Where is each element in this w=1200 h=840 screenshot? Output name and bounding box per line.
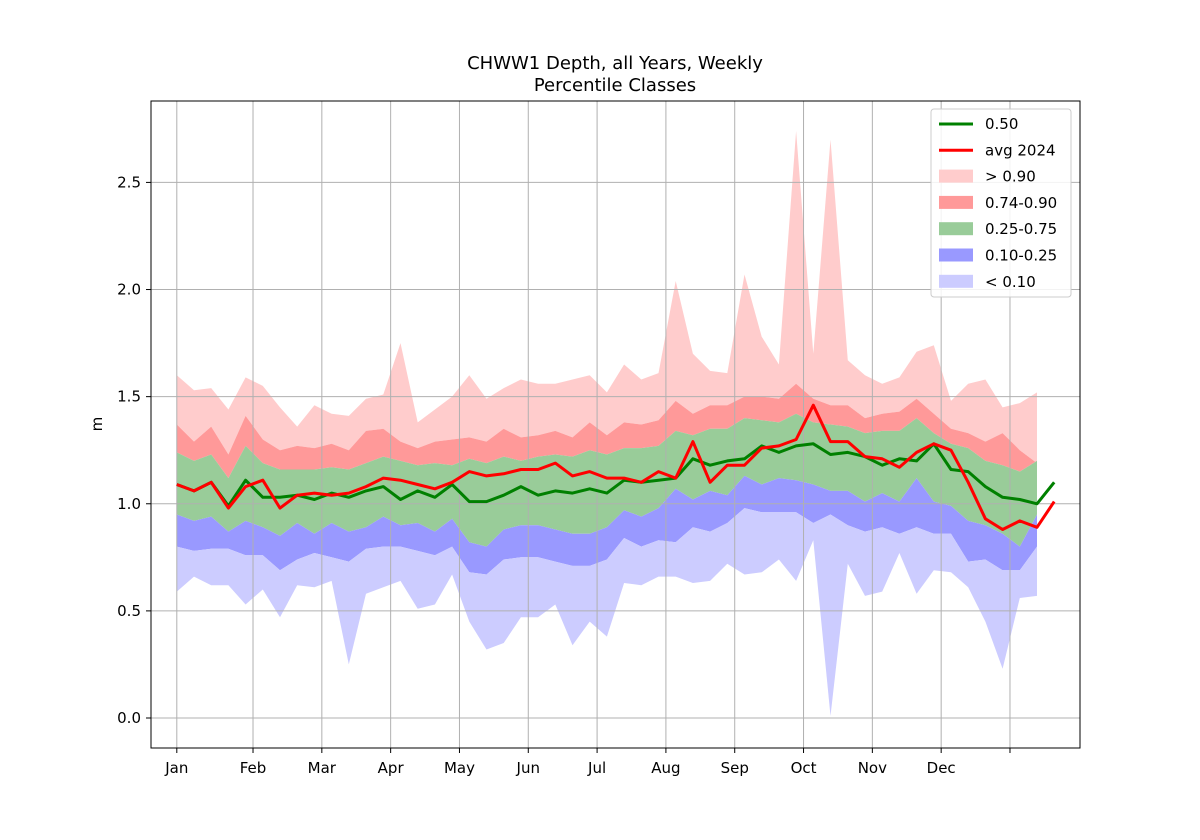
y-tick-label: 0.0 (117, 709, 141, 727)
legend-label: > 0.90 (985, 168, 1036, 186)
legend-label: < 0.10 (985, 273, 1036, 291)
y-tick-label: 2.0 (117, 281, 141, 299)
legend-label: avg 2024 (985, 141, 1056, 159)
x-tick-label: Mar (308, 759, 337, 777)
x-tick-label: Jul (587, 759, 606, 777)
band-3 (176, 475, 1038, 575)
x-tick-label: Sep (721, 759, 749, 777)
legend-swatch (939, 274, 973, 288)
band-0 (176, 131, 1038, 464)
x-tick-label: Jun (516, 759, 540, 777)
grid-lines (151, 101, 1080, 748)
axis-ticks: Jan Feb Mar Apr May Jun Jul Aug Sep Oct Nov Dec 0.0 0… (117, 173, 1011, 777)
plot-frame (150, 100, 1081, 749)
band-2 (176, 413, 1038, 547)
legend-label: 0.50 (985, 115, 1018, 133)
legend-swatch (939, 195, 973, 209)
x-tick-label: Feb (240, 759, 267, 777)
y-tick-label: 1.0 (117, 495, 141, 513)
y-tick-label: 0.5 (117, 602, 141, 620)
legend-swatch (939, 222, 973, 236)
y-tick-label: 1.5 (117, 388, 141, 406)
legend: 0.50 avg 2024 > 0.90 0.74-0.90 0.25-0.75 0.10… (930, 108, 1072, 298)
x-tick-label: May (444, 759, 475, 777)
chart-title-line2: Percentile Classes (534, 75, 696, 96)
legend-label: 0.10-0.25 (985, 247, 1057, 265)
band-4 (176, 508, 1038, 716)
x-tick-label: Aug (651, 759, 680, 777)
legend-swatch (939, 248, 973, 262)
band-1 (176, 383, 1038, 479)
y-axis-label: m (88, 417, 106, 432)
y-tick-label: 2.5 (117, 173, 141, 191)
series-lines (176, 403, 1056, 531)
percentile-bands (176, 131, 1038, 716)
x-tick-label: Nov (858, 759, 887, 777)
x-tick-label: Dec (927, 759, 956, 777)
series-line-1 (176, 403, 1056, 531)
legend-swatch (939, 169, 973, 183)
legend-label: 0.25-0.75 (985, 220, 1057, 238)
legend-label: 0.74-0.90 (985, 194, 1057, 212)
chart-title-line1: CHWW1 Depth, all Years, Weekly (467, 53, 763, 74)
x-tick-label: Apr (378, 759, 405, 777)
x-tick-label: Jan (164, 759, 188, 777)
x-tick-label: Oct (791, 759, 817, 777)
